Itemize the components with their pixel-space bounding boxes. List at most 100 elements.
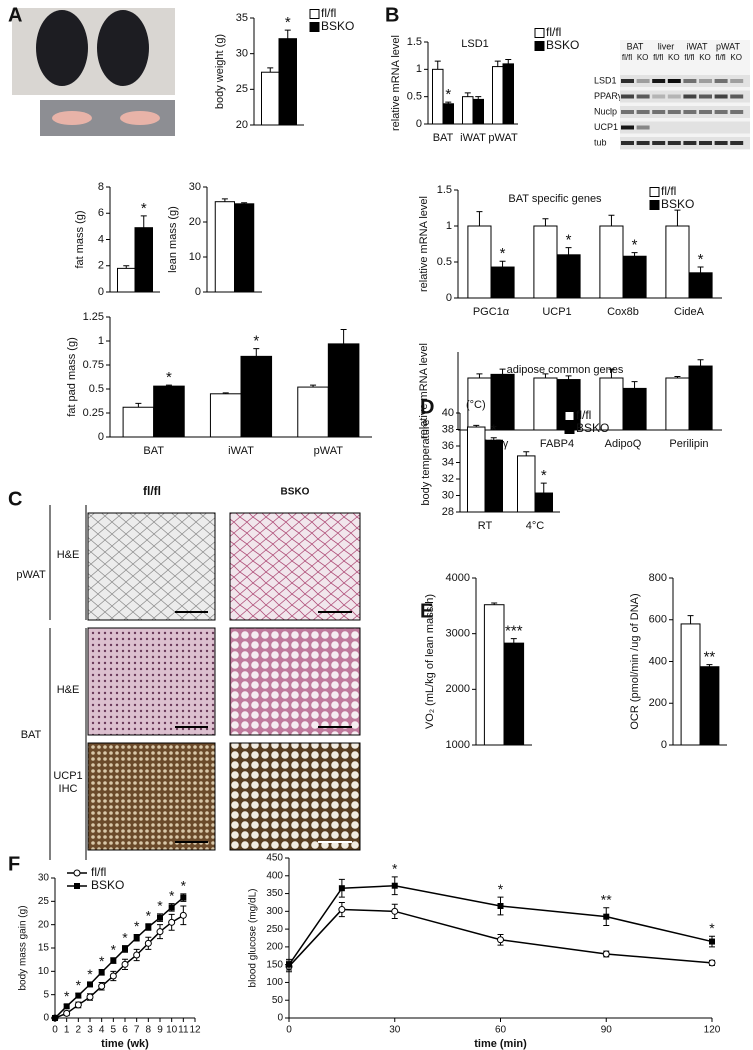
y-tick-label: 35 <box>236 12 248 24</box>
x-tick-label: AdipoQ <box>605 438 642 450</box>
bar <box>502 63 514 125</box>
y-axis-label: OCR (pmol/min /ug of DNA) <box>629 593 641 729</box>
x-tick-label: 30 <box>389 1025 401 1036</box>
legend-label: BSKO <box>546 38 579 52</box>
error-bar <box>499 260 506 268</box>
bar <box>117 267 136 293</box>
mouse <box>36 10 88 86</box>
y-tick-label: 150 <box>266 959 283 970</box>
y-tick-label: 350 <box>266 888 283 899</box>
x-axis-label: time (wk) <box>101 1038 149 1050</box>
blot-band <box>683 94 697 99</box>
bar <box>556 254 581 299</box>
blot-band <box>714 94 728 99</box>
significance: *** <box>505 623 523 640</box>
y-axis-label: relative mRNA level <box>390 35 402 131</box>
error-bar <box>499 368 506 375</box>
tissue <box>52 111 92 125</box>
marker <box>133 951 141 959</box>
y-tick-label: 3000 <box>446 628 470 640</box>
significance: * <box>698 251 704 268</box>
legend-label: fl/fl <box>546 25 561 39</box>
y-tick-label: 300 <box>266 906 283 917</box>
marker <box>157 914 163 921</box>
significance: ** <box>704 649 716 666</box>
blot-band <box>683 79 697 83</box>
y-axis-label: VO₂ (mL/kg of lean mass/h) <box>424 594 436 729</box>
error-bar <box>475 96 482 100</box>
y-tick-label: 30 <box>38 873 50 884</box>
x-tick-label: 4 <box>99 1025 105 1036</box>
marker <box>391 907 399 915</box>
bar <box>680 623 701 746</box>
error-bar <box>697 359 704 367</box>
blot-band <box>636 125 650 130</box>
y-tick-label: 0.5 <box>407 91 422 103</box>
blot-band <box>636 94 650 99</box>
y-tick-label: 0.5 <box>89 383 104 395</box>
bar <box>467 426 486 513</box>
column-label: fl/fl <box>143 484 161 498</box>
blot-band <box>636 141 650 145</box>
marker <box>75 992 82 999</box>
marker <box>63 1009 71 1017</box>
bar <box>134 227 153 293</box>
error-bar <box>674 209 681 226</box>
x-tick-label: 90 <box>601 1025 613 1036</box>
y-tick-label: 30 <box>442 489 454 501</box>
marker <box>87 981 93 988</box>
error-bar <box>490 437 497 441</box>
marker <box>144 939 152 947</box>
blot-band <box>667 94 681 99</box>
tissue-label: BAT <box>21 729 42 741</box>
y-tick-label: 0 <box>43 1013 49 1024</box>
y-tick-label: 36 <box>442 440 454 452</box>
tissue <box>120 111 160 125</box>
bar <box>483 604 505 746</box>
significance: * <box>498 881 504 897</box>
y-tick-label: 4000 <box>446 572 470 584</box>
y-tick-label: 0 <box>416 118 422 130</box>
bar <box>472 98 484 125</box>
legend-swatch <box>534 41 545 51</box>
bar <box>622 387 647 431</box>
y-tick-label: 0.75 <box>83 359 104 371</box>
bar <box>209 393 242 438</box>
legend-marker <box>73 869 81 877</box>
x-tick-label: 6 <box>122 1025 128 1036</box>
significance: * <box>134 918 140 934</box>
significance: * <box>169 887 175 903</box>
panel-label: D <box>420 396 434 418</box>
marker <box>391 882 398 889</box>
stain-label: UCP1 IHC <box>53 770 83 795</box>
blot-band <box>730 79 744 83</box>
legend-swatch <box>649 187 660 197</box>
x-tick-label: 3 <box>87 1025 93 1036</box>
significance: * <box>500 245 506 262</box>
y-tick-label: 34 <box>442 456 454 468</box>
blot-band <box>714 110 728 114</box>
x-tick-label: iWAT <box>460 132 486 144</box>
x-tick-label: pWAT <box>488 132 518 144</box>
chart-title: LSD1 <box>461 38 489 50</box>
x-tick-label: FABP4 <box>540 438 574 450</box>
histology-image <box>87 627 216 736</box>
histology-image <box>229 512 361 621</box>
bar <box>261 71 280 126</box>
blot-group: BAT <box>627 41 644 51</box>
bar <box>533 225 558 299</box>
legend-label: BSKO <box>91 878 124 892</box>
marker <box>156 928 164 936</box>
histology-image <box>87 512 216 621</box>
significance: * <box>285 14 291 31</box>
blot-protein: Nuclp <box>594 106 617 116</box>
legend-label: BSKO <box>661 197 694 211</box>
error-bar <box>706 664 713 667</box>
x-tick-label: PGC1α <box>473 306 510 318</box>
significance: * <box>253 333 259 350</box>
y-tick-label: 10 <box>38 966 50 977</box>
error-bar <box>494 60 501 67</box>
blot-band <box>667 141 681 145</box>
